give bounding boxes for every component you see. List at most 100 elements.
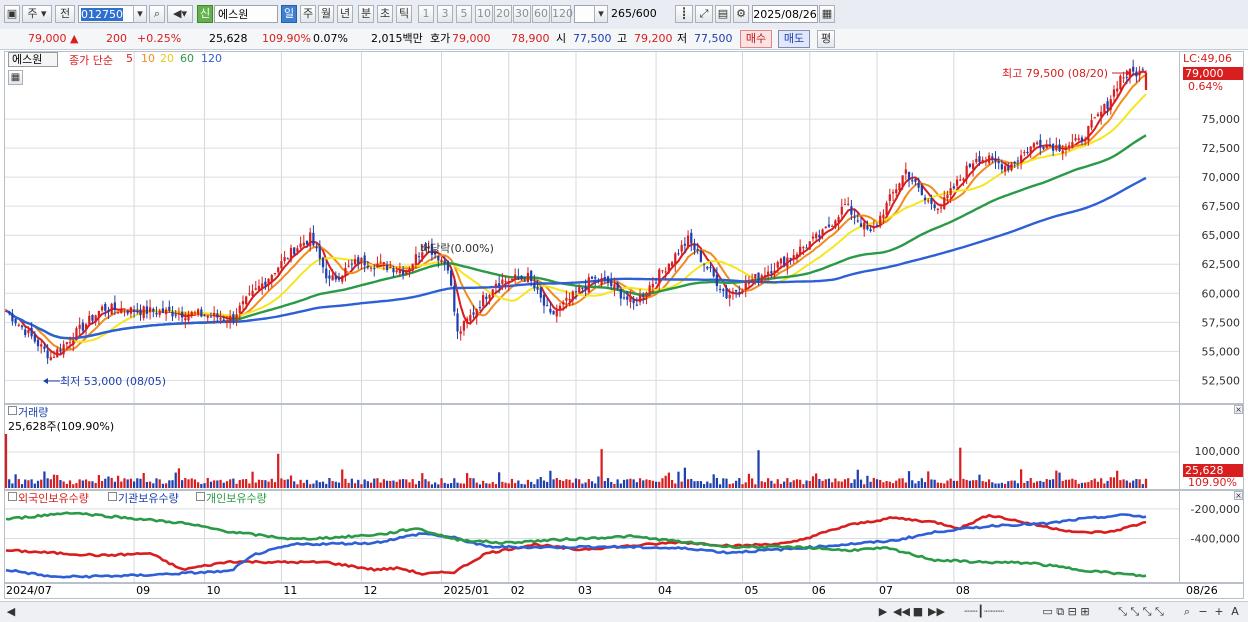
chart-tools-icon[interactable]: ⤡ ⤡ ⤡ ⤡ [1118, 605, 1164, 618]
holding-close-icon[interactable]: × [1234, 491, 1243, 500]
price-value: 79,000 [28, 32, 67, 45]
interval-5[interactable]: 5 [456, 5, 472, 23]
candle-body [959, 179, 962, 181]
interval-1[interactable]: 1 [418, 5, 434, 23]
interval-30[interactable]: 30 [513, 5, 531, 23]
candle-body [1080, 137, 1084, 142]
price-panel[interactable] [4, 51, 1180, 404]
candle-body [190, 311, 193, 316]
line-tool-icon[interactable]: ⤢ [695, 5, 713, 23]
volume-bar [1077, 483, 1080, 488]
zoom-icon[interactable]: ⌕ [1183, 605, 1191, 618]
candle-body [843, 204, 847, 206]
code-input[interactable]: 012750 [78, 5, 134, 23]
scroll-left-icon[interactable]: ◀ [6, 605, 16, 618]
date-input[interactable]: 2025/08/26 [752, 5, 818, 23]
scrollbar[interactable]: ◀ ▶ ◀◀ ■ ▶▶ ┈┈┃┈┈┈ ▭ ⧉ ⊟ ⊞ ⤡ ⤡ ⤡ ⤡ ⌕ − +… [0, 601, 1248, 622]
period-week[interactable]: 주 [300, 5, 316, 23]
volume-close-icon[interactable]: × [1234, 405, 1243, 414]
rewind-icon[interactable]: ◀◀ [893, 605, 910, 618]
candle-body [907, 171, 911, 180]
sell-button[interactable]: 매도 [778, 30, 810, 48]
volume-bar [626, 479, 629, 488]
buy-button[interactable]: 매수 [740, 30, 772, 48]
volume-bar [1087, 482, 1090, 488]
volume-bar [49, 479, 52, 488]
volume-bar [312, 483, 315, 488]
scroll-right-icon[interactable]: ▶ [878, 605, 888, 618]
interval-3[interactable]: 3 [437, 5, 453, 23]
x-axis-label: 11 [283, 584, 298, 597]
candle-body [4, 310, 8, 312]
zoom-out-icon[interactable]: − [1198, 605, 1208, 618]
period-tick[interactable]: 틱 [396, 5, 412, 23]
holding-line-institution [5, 513, 1147, 579]
candle-body [366, 265, 369, 268]
volume-bar [475, 482, 478, 488]
volume-bar [514, 483, 517, 488]
eval-button[interactable]: 평 [817, 30, 835, 48]
volume-bar [600, 449, 603, 488]
volume-bar [959, 447, 962, 488]
window-icon[interactable]: ▣ [4, 5, 20, 23]
interval-60[interactable]: 60 [532, 5, 550, 23]
stop-icon[interactable]: ■ [912, 605, 924, 618]
volume-panel[interactable] [4, 404, 1180, 490]
candle-body [59, 349, 62, 352]
period-minute[interactable]: 분 [358, 5, 374, 23]
candle-body [574, 291, 578, 293]
holding-marker-icon-3 [196, 492, 205, 501]
volume-bar [401, 479, 405, 488]
candle-body [357, 257, 360, 264]
calendar-icon[interactable]: ▦ [819, 5, 835, 23]
volume-bar [379, 482, 382, 488]
candle-body [971, 163, 975, 170]
candle-body [578, 287, 581, 293]
zoom-in-icon[interactable]: + [1214, 605, 1224, 618]
volume-bar [837, 481, 840, 488]
candle-body [353, 259, 357, 265]
font-size-icon[interactable]: A [1231, 605, 1239, 618]
candle-body [46, 350, 49, 359]
period-second[interactable]: 초 [377, 5, 393, 23]
candle-body [449, 270, 453, 286]
volume-bar [110, 477, 113, 488]
interval-20[interactable]: 20 [494, 5, 512, 23]
zoom-slider[interactable]: ┈┈┃┈┈┈ [964, 605, 1004, 618]
interval-120[interactable]: 120 [551, 5, 573, 23]
candle-type-icon[interactable]: ┋ [675, 5, 693, 23]
sound-icon[interactable]: ◀▾ [167, 5, 193, 23]
volume-bar [1052, 479, 1055, 488]
forward-icon[interactable]: ▶▶ [928, 605, 945, 618]
volume-bar [113, 481, 116, 488]
candle-body [104, 303, 107, 311]
price-panel-name-box[interactable]: 에스원 [8, 52, 58, 67]
candle-body [581, 287, 584, 289]
save-icon[interactable]: ▤ [715, 5, 731, 23]
volume-bar [690, 478, 693, 488]
current-pct-tag: 0.64% [1188, 80, 1223, 93]
gear-icon[interactable]: ⚙ [733, 5, 749, 23]
count-field[interactable]: 265/600 [611, 5, 667, 23]
search-icon[interactable]: ⌕ [149, 5, 165, 23]
period-month[interactable]: 월 [318, 5, 334, 23]
candle-body [91, 315, 94, 321]
price-tick-label: 75,000 [1202, 113, 1241, 126]
volume-bar [325, 483, 328, 488]
period-day[interactable]: 일 [281, 5, 297, 23]
volume-bar [132, 481, 136, 488]
volume-bar [882, 482, 885, 488]
period-year[interactable]: 년 [337, 5, 353, 23]
interval-10[interactable]: 10 [475, 5, 493, 23]
panel-table-icon[interactable]: ▦ [8, 70, 23, 85]
volume-bar [433, 482, 437, 488]
type-jeon-button[interactable]: 전 [55, 5, 75, 23]
custom-interval-dropdown-icon[interactable]: ▾ [594, 5, 608, 23]
stock-name-field[interactable]: 에스원 [214, 5, 278, 23]
candle-body [488, 294, 491, 299]
type-main-select[interactable]: 주 ▾ [22, 5, 52, 23]
code-dropdown-icon[interactable]: ▾ [133, 5, 147, 23]
drawing-tools-icon[interactable]: ▭ ⧉ ⊟ ⊞ [1042, 605, 1090, 618]
candle-body [498, 283, 501, 287]
volume-bar [1125, 480, 1128, 488]
